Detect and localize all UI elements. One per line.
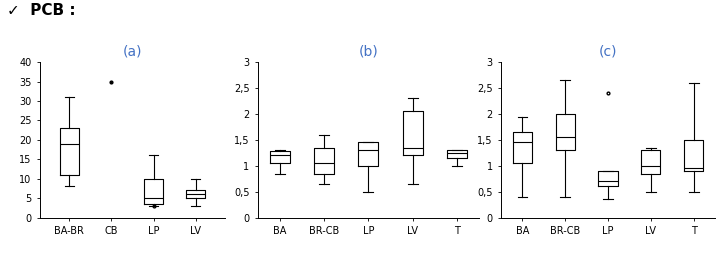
- Title: (a): (a): [123, 44, 142, 58]
- Title: (b): (b): [359, 44, 378, 58]
- Text: ✓  PCB :: ✓ PCB :: [7, 3, 76, 18]
- Title: (c): (c): [599, 44, 617, 58]
